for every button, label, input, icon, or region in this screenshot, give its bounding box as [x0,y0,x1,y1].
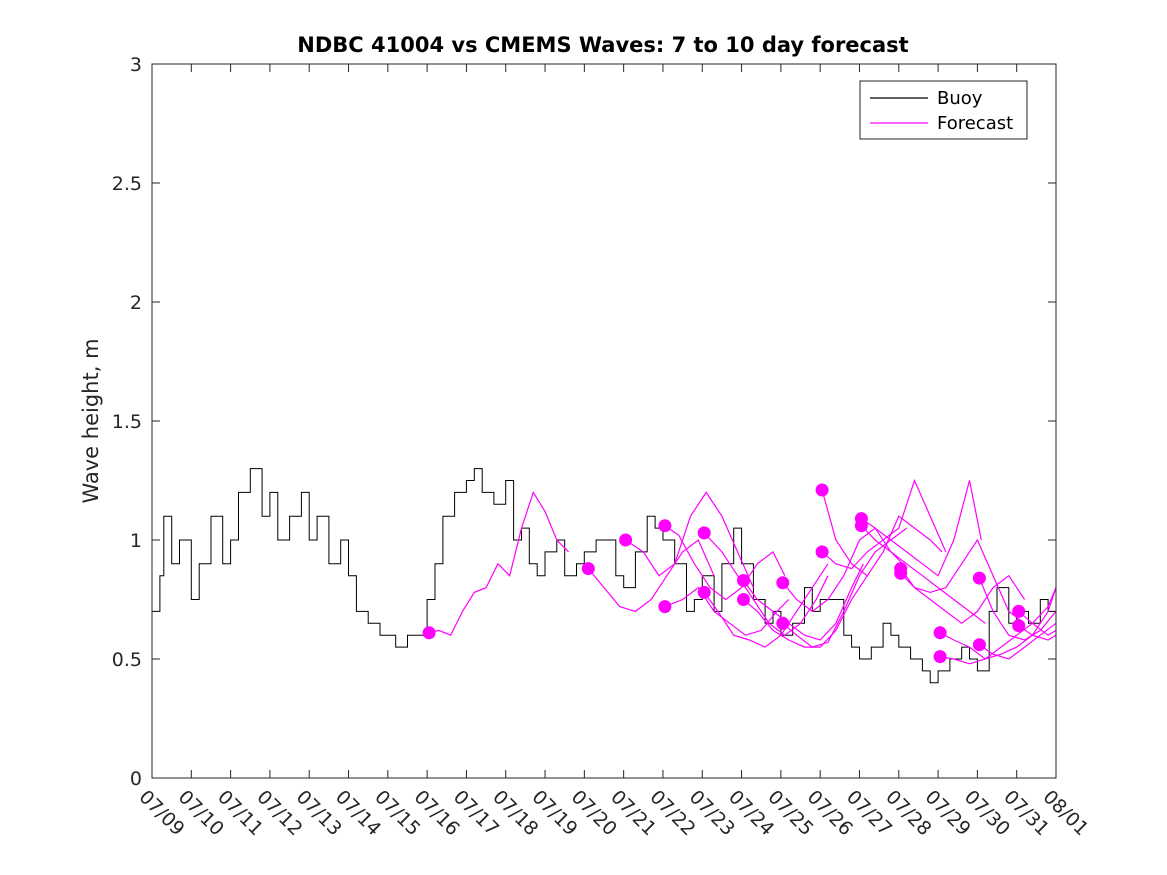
forecast-series-line [939,587,1056,660]
legend-box [859,80,1028,140]
forecast-series-line [939,587,1056,665]
forecast-series-line [979,622,1056,660]
y-tick-label: 0.5 [112,649,142,671]
forecast-start-marker [581,562,595,576]
forecast-series-line [1018,625,1056,641]
forecast-series-line [703,532,829,636]
forecast-series-line [587,539,715,613]
forecast-start-marker [658,519,672,533]
forecast-start-marker [697,526,711,540]
forecast-series-line [664,586,790,636]
forecast-series-line [703,563,829,648]
forecast-series-line [860,525,986,624]
forecast-series-line [743,575,868,648]
forecast-start-marker [933,626,947,640]
buoy-series-line [152,468,1056,684]
forecast-series-line [743,563,864,641]
y-tick-label: 1.5 [112,411,142,433]
forecast-series-line [664,525,786,601]
y-tick-label: 1 [130,530,142,552]
forecast-start-marker [697,585,711,599]
forecast-start-marker [422,626,436,640]
y-tick-label: 2 [130,292,142,314]
forecast-start-marker [776,616,790,630]
forecast-start-marker [619,533,633,547]
legend-label: Forecast [937,113,1013,134]
forecast-series-line [900,538,1025,624]
forecast-start-marker [658,600,672,614]
forecast-start-marker [894,566,908,580]
y-tick-label: 3 [130,54,142,76]
y-tick-label: 0 [130,768,142,790]
y-axis-label: Wave height, m [79,338,103,503]
forecast-series-line [821,478,947,570]
plot-inner [152,468,1056,684]
y-tick-label: 2.5 [112,173,142,195]
forecast-start-marker [815,545,829,559]
forecast-series-line [900,572,1026,625]
forecast-start-marker [1012,604,1026,618]
forecast-series-line [782,527,907,648]
legend: Buoy Forecast [859,80,1028,140]
chart-title: NDBC 41004 vs CMEMS Waves: 7 to 10 day f… [297,33,908,57]
forecast-start-marker [776,576,790,590]
forecast-series-line [821,489,943,577]
forecast-series-line [1018,610,1056,636]
forecast-start-marker [815,483,829,497]
forecast-start-marker [737,574,750,587]
legend-label: Buoy [937,88,983,109]
plot-area [152,468,1056,684]
forecast-start-marker [972,638,986,652]
forecast-start-marker [737,593,750,606]
forecast-start-marker [1012,619,1026,633]
forecast-series-line [861,480,982,577]
forecast-start-marker [933,650,947,664]
forecast-start-marker [854,519,868,533]
forecast-series-line [428,490,570,636]
forecast-series-line [978,577,1056,641]
forecast-start-marker [972,571,986,585]
forecast-series-line [625,491,754,588]
